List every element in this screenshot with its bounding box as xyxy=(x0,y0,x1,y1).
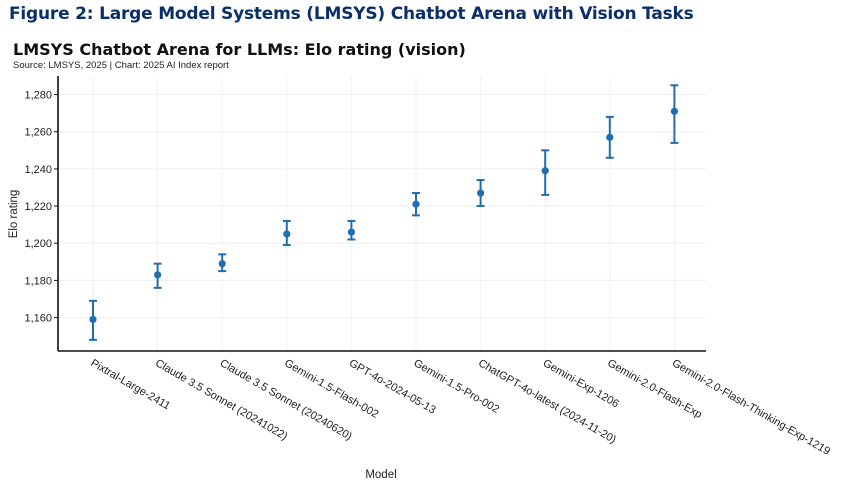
data-point xyxy=(347,228,355,236)
figure-caption: Figure 2: Large Model Systems (LMSYS) Ch… xyxy=(9,4,694,24)
data-point-group xyxy=(670,84,679,144)
x-tick-label: Claude 3.5 Sonnet (20241022) xyxy=(153,357,289,443)
data-point-group xyxy=(541,149,550,196)
data-point xyxy=(412,200,420,208)
y-tick-label: 1,280 xyxy=(24,90,52,102)
data-point-group xyxy=(282,219,291,247)
data-point-group xyxy=(218,253,227,273)
data-point xyxy=(670,107,679,115)
data-point-group xyxy=(347,219,356,241)
axes xyxy=(57,76,706,352)
y-axis-title: Elo rating xyxy=(8,190,20,239)
data-point xyxy=(541,167,549,175)
chart-source: Source: LMSYS, 2025 | Chart: 2025 AI Ind… xyxy=(13,60,229,71)
y-tick-label: 1,200 xyxy=(24,238,52,250)
chart-title: LMSYS Chatbot Arena for LLMs: Elo rating… xyxy=(13,40,466,59)
data-point xyxy=(283,230,291,238)
y-tick-label: 1,240 xyxy=(24,164,52,176)
data-point xyxy=(606,133,614,141)
data-point-group xyxy=(153,262,162,289)
y-tick-label: 1,180 xyxy=(24,275,52,287)
data-point-group xyxy=(89,299,97,341)
y-tick-label: 1,160 xyxy=(24,313,52,325)
data-point xyxy=(89,315,97,324)
data-point xyxy=(218,260,226,268)
data-point xyxy=(154,271,162,279)
y-tick-label: 1,260 xyxy=(24,127,52,139)
data-point-group xyxy=(605,115,614,159)
data-point-group xyxy=(412,192,420,217)
gridlines xyxy=(58,76,706,351)
data-point xyxy=(477,189,485,197)
x-axis-title: Model xyxy=(365,469,396,481)
y-ticks: 1,160 1,180 1,200 1,220 1,240 1,260 1,280 xyxy=(24,90,58,325)
data-point-group xyxy=(476,179,485,208)
data-marks xyxy=(89,84,679,341)
y-tick-label: 1,220 xyxy=(24,201,52,213)
